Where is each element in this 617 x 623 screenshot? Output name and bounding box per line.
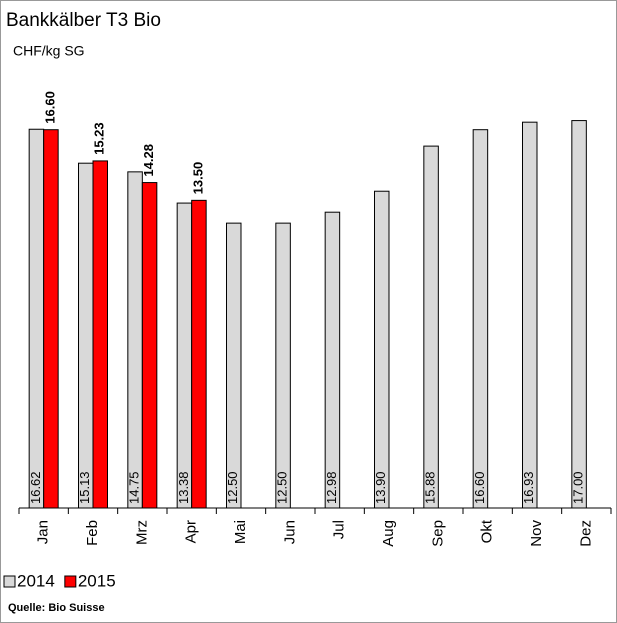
value-label: 15.13 <box>77 471 92 504</box>
bar <box>423 145 439 509</box>
bar <box>92 160 108 509</box>
bar <box>191 199 207 509</box>
x-tick-label: Mrz <box>133 520 150 545</box>
x-tick-label: Jul <box>331 520 348 539</box>
bar <box>176 202 193 509</box>
x-tick-label: Nov <box>528 520 545 547</box>
bar <box>472 129 489 509</box>
value-label: 13.90 <box>373 471 388 504</box>
bar <box>141 182 158 509</box>
value-label: 16.93 <box>521 471 536 504</box>
value-label: 12.50 <box>275 471 290 504</box>
x-tick-label: Jan <box>35 520 52 544</box>
bar <box>324 211 341 509</box>
bar <box>374 190 390 509</box>
x-tick-label: Sep <box>429 520 446 547</box>
value-label: 13.38 <box>176 471 191 504</box>
bar <box>522 121 538 509</box>
value-label: 12.50 <box>225 471 240 504</box>
bar <box>275 222 291 509</box>
x-tick-label: Okt <box>479 519 496 543</box>
legend-swatch <box>64 575 77 588</box>
bar <box>226 222 242 509</box>
bar <box>28 128 45 509</box>
value-label: 14.28 <box>141 144 156 177</box>
x-tick-label: Apr <box>183 520 200 543</box>
chart-title: Bankkälber T3 Bio <box>6 10 161 31</box>
bar <box>571 120 587 509</box>
value-label: 16.62 <box>28 471 43 504</box>
legend-swatch <box>3 575 16 588</box>
x-tick-label: Jun <box>281 520 298 544</box>
value-label: 13.50 <box>190 162 205 195</box>
legend-label: 2014 <box>17 571 55 590</box>
value-label: 12.98 <box>324 471 339 504</box>
value-label: 16.60 <box>472 471 487 504</box>
source: Quelle: Bio Suisse <box>8 602 105 614</box>
value-label: 16.60 <box>42 91 57 124</box>
value-label: 17.00 <box>571 471 586 504</box>
legend-label: 2015 <box>78 571 116 590</box>
bar <box>78 162 94 509</box>
bar <box>43 129 59 509</box>
value-label: 14.75 <box>127 471 142 504</box>
x-tick-label: Mai <box>232 520 249 544</box>
bar <box>127 171 143 509</box>
x-tick-label: Aug <box>380 520 397 547</box>
x-tick-label: Dez <box>577 520 594 547</box>
y-axis-label: CHF/kg SG <box>13 43 85 59</box>
x-tick-label: Feb <box>84 520 101 546</box>
value-label: 15.88 <box>423 471 438 504</box>
value-label: 15.23 <box>92 122 107 155</box>
